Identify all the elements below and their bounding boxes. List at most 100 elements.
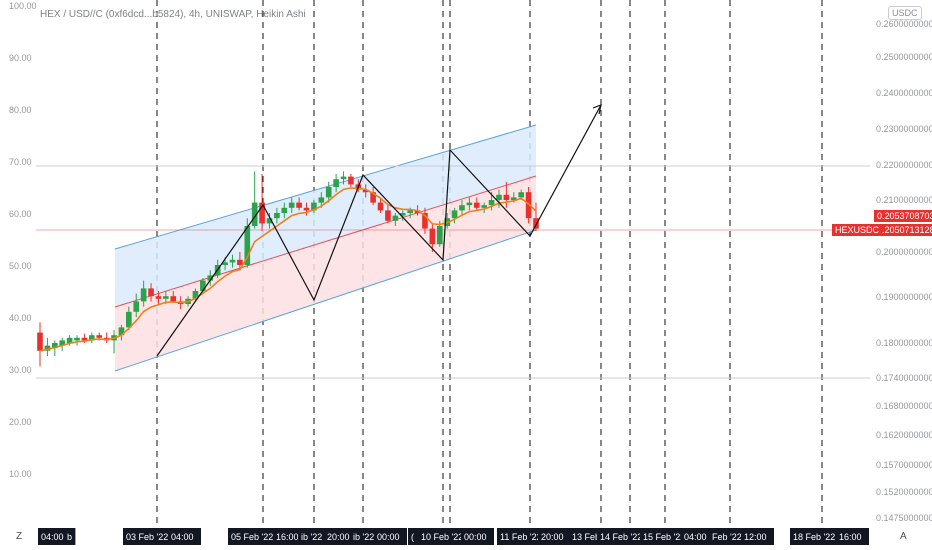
time-axis[interactable]: 04:00 b 03 Feb '22 04:00 05 Feb '22 16:00 ib '… [38,528,869,545]
candle-up [244,226,251,265]
candle-down [377,202,384,211]
candle-up [399,213,406,216]
right-axis-tick-label: 0.1570000000 [876,460,932,470]
candle-up [466,202,473,206]
left-axis-tick-label: 30.00 [9,365,32,375]
time-axis-label: 05 Feb '22 [231,532,273,542]
candle-up [51,343,58,349]
candle-up [436,226,443,245]
time-axis-label: 03 Feb '22 [126,532,168,542]
time-axis-label: 16:00 [276,532,299,542]
candle-down [37,332,43,351]
left-axis-tick-label: 100.00 [9,1,37,11]
candle-down [81,337,88,341]
right-axis-tick-label: 0.1740000000 [876,373,932,383]
candle-up [229,259,236,263]
candle-down [422,213,428,229]
auto-scale-button[interactable]: A [900,531,907,542]
candle-up [288,202,295,208]
time-axis-chip [408,528,420,545]
symbol-tag: HEXUSDC [832,224,883,236]
time-axis-label: 00:00 [377,532,400,542]
time-axis-chip [461,528,494,545]
candle-up [274,213,280,219]
channel-mid-line [114,175,537,308]
right-axis-tick-label: 0.1800000000 [876,338,932,348]
time-axis-label: 04:00 [171,532,194,542]
time-axis-label: ib '22 [301,532,322,542]
candle-up [74,337,80,341]
candle-down [155,296,162,299]
left-axis-tick-label: 40.00 [9,313,32,323]
candle-up [89,335,95,341]
wave-drawing [156,104,602,357]
left-axis-tick-label: 20.00 [9,417,32,427]
time-axis-label: 20:00 [541,532,564,542]
time-axis-chip [681,528,714,545]
right-axis-tick-label: 0.2400000000 [876,88,932,98]
right-axis-tick-label: 0.2200000000 [876,160,932,170]
candle-up [133,301,140,312]
time-axis-label: 15 Feb '22 [643,532,685,542]
candle-up [311,202,317,211]
chart-title: HEX / USD//C (0xf6dcd...b5824), 4h, UNIS… [40,9,306,20]
time-axis-label: 04:00 [41,532,64,542]
right-axis-tick-label: 0.1900000000 [876,292,932,302]
right-axis: 0.2600000000 0.2500000000 0.2400000000 0.23… [876,19,932,523]
time-axis-label: 16:00 [839,532,862,542]
candle-down [414,210,421,213]
time-axis-chip [790,528,850,545]
candle-up [518,192,525,198]
left-axis: 100.00 90.00 80.00 70.00 60.00 50.00 40.00 30.0… [9,1,37,479]
candle-up [140,288,147,302]
time-axis-label: 10 Feb '22 [421,532,463,542]
right-axis-tick-label: 0.2300000000 [876,124,932,134]
candle-down [303,207,310,211]
candle-up [325,187,332,198]
time-axis-label: 18 Feb '22 [793,532,835,542]
time-axis-chip [538,528,571,545]
candle-up [340,176,347,180]
zoom-reset-button[interactable]: Z [16,531,23,542]
time-axis-label: ib '22 [353,532,374,542]
time-axis-label: 12:00 [744,532,767,542]
candle-down [148,288,154,297]
right-axis-tick-label: 0.1475000000 [876,513,932,523]
currency-unit-badge[interactable]: USDC [888,6,922,20]
candle-up [459,205,465,211]
lower-channel-fill [115,176,536,371]
time-axis-chip [836,528,869,545]
moving-average [39,187,537,352]
candle-up [488,200,495,206]
candle-down [533,218,539,229]
candle-down [96,335,103,338]
candle-up [192,291,199,299]
candle-up [59,340,66,346]
time-axis-label: 14 Feb '22 [600,532,642,542]
time-axis-label: 04:00 [684,532,707,542]
time-axis-chip [64,528,76,545]
wave-path [156,104,602,357]
right-axis-tick-label: 0.2500000000 [876,52,932,62]
candle-down [473,202,480,208]
candle-down [503,194,510,200]
candle-up [200,280,206,291]
candle-up [407,210,413,213]
time-axis-chip [741,528,774,545]
time-axis-chip [374,528,407,545]
candle-down [525,192,532,219]
time-axis-label: 13 Feb '22 [572,532,614,542]
moving-average-line [39,187,537,352]
candle-down [348,176,354,185]
candle-up [510,197,517,200]
candle-down [259,202,265,224]
time-axis-label: ( [411,532,414,542]
right-axis-tick-label: 0.2600000000 [876,19,932,29]
candle-up [266,218,273,224]
time-axis-chip [324,528,357,545]
candle-down [385,210,391,221]
price-tag-last: 0.2050713128 [874,224,932,236]
candle-up [392,215,399,221]
price-tag-high: 0.2053708703 [874,210,932,222]
